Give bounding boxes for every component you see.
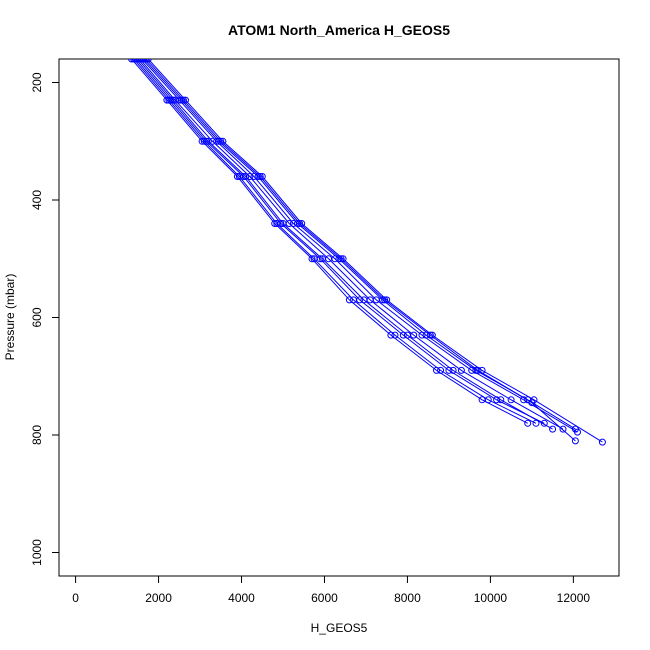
data-point [254,173,262,180]
series-line [145,59,576,442]
data-point [391,331,399,339]
y-tick-label: 400 [30,190,44,210]
data-point [497,396,505,404]
data-point [474,366,482,374]
data-point [177,96,185,104]
y-tick-label: 600 [30,307,44,327]
series-4 [138,59,581,436]
data-point [219,137,227,145]
data-point [457,366,465,374]
data-point [524,419,532,427]
data-point [165,96,173,104]
series-line [139,59,564,430]
plot-data [128,59,606,446]
data-point [571,425,579,433]
data-point [449,366,457,374]
series-line [137,59,553,430]
series-8 [140,59,579,433]
data-point [169,96,177,104]
data-point [318,255,326,263]
data-point [246,173,254,180]
data-point [507,396,515,404]
data-point [559,425,567,433]
y-axis: 200 400 600 800 1000 [30,72,60,566]
chart-title: ATOM1 North_America H_GEOS5 [228,22,450,38]
series-line [141,59,578,433]
data-point [217,137,225,145]
data-point [379,296,387,304]
y-axis-label: Pressure (mbar) [3,274,17,361]
data-point [140,59,148,63]
data-point [339,255,347,263]
data-point [540,419,548,427]
x-tick-label: 2000 [145,591,172,605]
x-axis-label: H_GEOS5 [311,621,368,635]
data-point [179,96,187,104]
data-point [426,331,434,339]
data-point [296,220,304,227]
x-tick-label: 8000 [394,591,421,605]
data-point [256,173,264,180]
data-point [381,296,389,304]
data-point [130,59,138,63]
data-point [528,399,536,407]
x-tick-label: 10000 [474,591,508,605]
x-tick-label: 4000 [228,591,255,605]
data-point [200,137,208,145]
data-point [484,396,492,404]
series-line [143,59,576,430]
data-point [138,59,146,63]
data-point [360,296,368,304]
data-point [403,331,411,339]
series-3 [136,59,567,433]
series-line [135,59,545,424]
x-axis: 0 2000 4000 6000 8000 10000 12000 [72,575,591,605]
x-tick-label: 0 [72,591,79,605]
x-tick-label: 6000 [311,591,338,605]
data-point [242,173,250,180]
series-5 [144,59,606,446]
data-point [134,59,142,63]
series-9 [142,59,579,445]
data-point [204,137,212,145]
series-6 [130,59,540,427]
y-tick-label: 800 [30,425,44,445]
series-1 [128,59,532,427]
data-point [598,438,606,446]
series-line [147,59,603,443]
series-line [131,59,528,424]
y-tick-label: 1000 [30,539,44,566]
data-point [308,255,316,263]
data-point [128,59,136,63]
data-point [532,419,540,427]
series-7 [134,59,557,433]
data-point [571,437,579,445]
data-point [310,255,318,263]
data-point [549,425,557,433]
data-point [335,255,343,263]
data-point [279,220,287,227]
y-tick-label: 200 [30,72,44,92]
data-point [345,296,353,304]
data-point [437,366,445,374]
x-tick-label: 12000 [557,591,591,605]
data-point [337,255,345,263]
data-point [350,296,357,304]
data-point [142,59,150,63]
plot-frame [58,58,620,577]
series-line [133,59,537,424]
